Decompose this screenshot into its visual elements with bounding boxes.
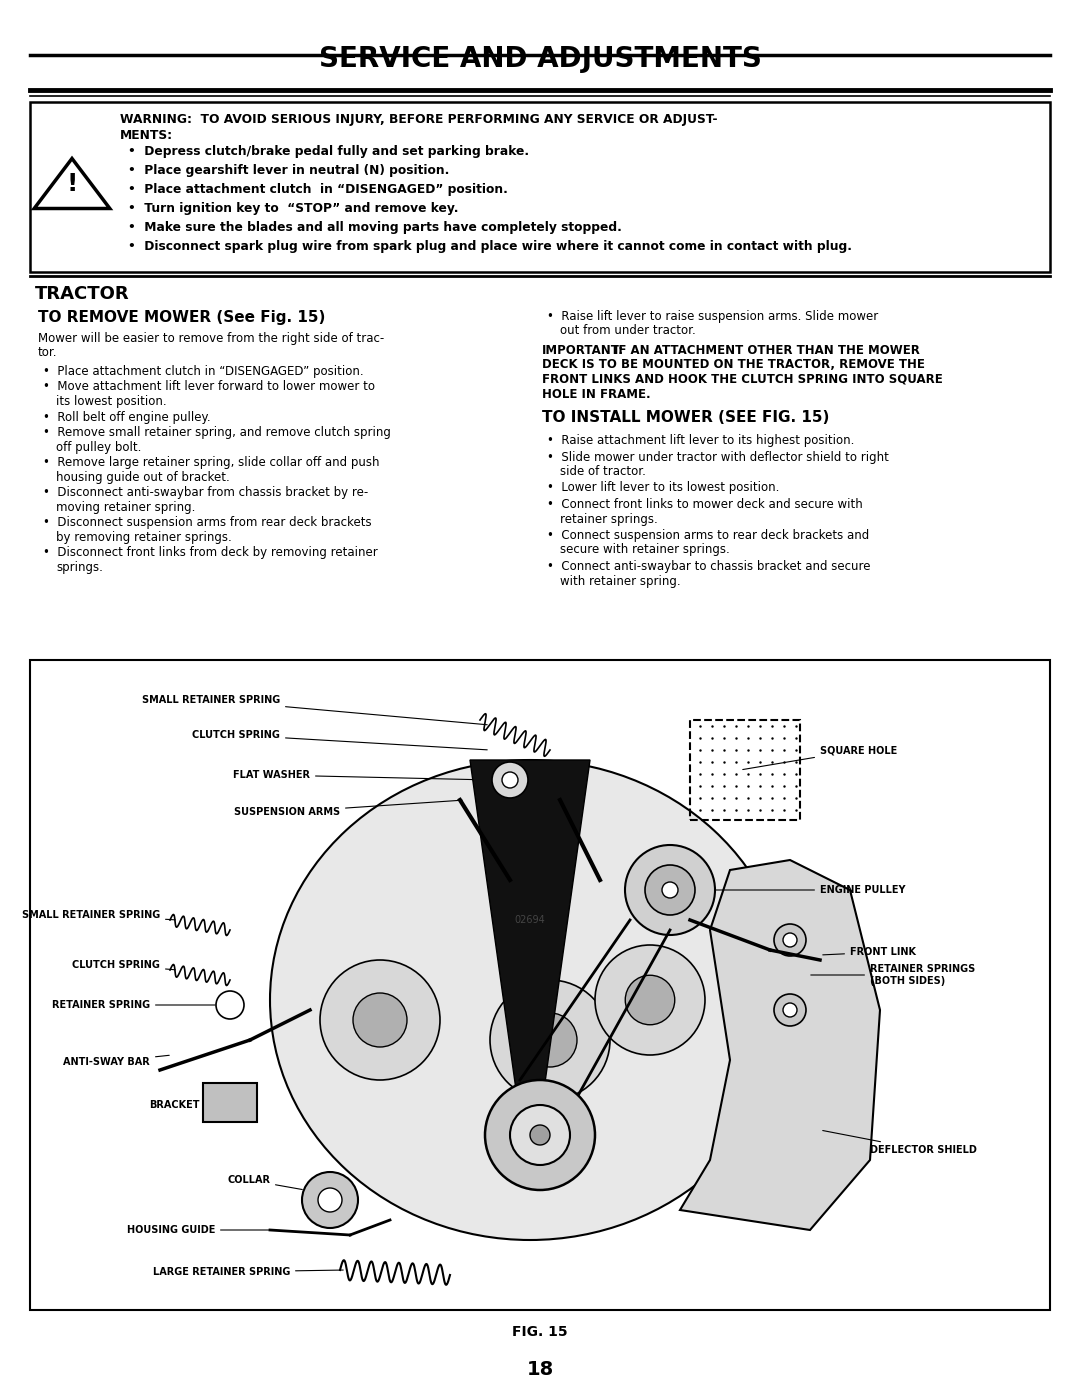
Text: •  Slide mower under tractor with deflector shield to right: • Slide mower under tractor with deflect… <box>546 450 889 464</box>
Text: FRONT LINK: FRONT LINK <box>823 947 916 957</box>
Circle shape <box>510 1105 570 1165</box>
Text: retainer springs.: retainer springs. <box>561 513 658 525</box>
Text: •  Depress clutch/brake pedal fully and set parking brake.: • Depress clutch/brake pedal fully and s… <box>129 145 529 158</box>
Text: by removing retainer springs.: by removing retainer springs. <box>56 531 232 543</box>
Circle shape <box>774 923 806 956</box>
Circle shape <box>530 1125 550 1146</box>
Text: •  Disconnect spark plug wire from spark plug and place wire where it cannot com: • Disconnect spark plug wire from spark … <box>129 240 852 253</box>
Text: 18: 18 <box>526 1361 554 1379</box>
Text: TO REMOVE MOWER (See Fig. 15): TO REMOVE MOWER (See Fig. 15) <box>38 310 325 326</box>
Text: ANTI-SWAY BAR: ANTI-SWAY BAR <box>64 1055 170 1067</box>
Text: DECK IS TO BE MOUNTED ON THE TRACTOR, REMOVE THE: DECK IS TO BE MOUNTED ON THE TRACTOR, RE… <box>542 359 924 372</box>
Bar <box>690 719 800 820</box>
Bar <box>30 102 1050 272</box>
Text: LARGE RETAINER SPRING: LARGE RETAINER SPRING <box>152 1267 343 1277</box>
Circle shape <box>318 1187 342 1213</box>
Text: with retainer spring.: with retainer spring. <box>561 574 680 588</box>
Text: tor.: tor. <box>38 346 57 359</box>
Text: •  Raise lift lever to raise suspension arms. Slide mower: • Raise lift lever to raise suspension a… <box>546 310 878 323</box>
Text: 02694: 02694 <box>515 915 545 925</box>
Text: •  Roll belt off engine pulley.: • Roll belt off engine pulley. <box>43 411 211 423</box>
Text: Mower will be easier to remove from the right side of trac-: Mower will be easier to remove from the … <box>38 332 384 345</box>
Text: •  Lower lift lever to its lowest position.: • Lower lift lever to its lowest positio… <box>546 482 780 495</box>
Text: RETAINER SPRING: RETAINER SPRING <box>52 1000 215 1010</box>
Text: •  Move attachment lift lever forward to lower mower to: • Move attachment lift lever forward to … <box>43 380 375 394</box>
Circle shape <box>320 960 440 1080</box>
Text: off pulley bolt.: off pulley bolt. <box>56 440 141 454</box>
Text: •  Connect suspension arms to rear deck brackets and: • Connect suspension arms to rear deck b… <box>546 529 869 542</box>
Text: DEFLECTOR SHIELD: DEFLECTOR SHIELD <box>823 1130 977 1155</box>
Text: CLUTCH SPRING: CLUTCH SPRING <box>192 731 487 750</box>
Text: housing guide out of bracket.: housing guide out of bracket. <box>56 471 230 483</box>
Text: springs.: springs. <box>56 560 103 574</box>
Text: ENGINE PULLEY: ENGINE PULLEY <box>713 886 905 895</box>
Text: FLAT WASHER: FLAT WASHER <box>233 770 489 780</box>
Text: TO INSTALL MOWER (SEE FIG. 15): TO INSTALL MOWER (SEE FIG. 15) <box>542 409 829 425</box>
Text: TRACTOR: TRACTOR <box>35 285 130 303</box>
Text: IF AN ATTACHMENT OTHER THAN THE MOWER: IF AN ATTACHMENT OTHER THAN THE MOWER <box>615 344 920 358</box>
Ellipse shape <box>270 760 789 1241</box>
Circle shape <box>502 773 518 788</box>
Text: FIG. 15: FIG. 15 <box>512 1324 568 1338</box>
FancyBboxPatch shape <box>203 1083 257 1122</box>
Text: •  Place attachment clutch in “DISENGAGED” position.: • Place attachment clutch in “DISENGAGED… <box>43 365 364 379</box>
Circle shape <box>595 944 705 1055</box>
Text: •  Place gearshift lever in neutral (N) position.: • Place gearshift lever in neutral (N) p… <box>129 163 449 177</box>
Circle shape <box>353 993 407 1046</box>
Text: out from under tractor.: out from under tractor. <box>561 324 696 338</box>
Text: SQUARE HOLE: SQUARE HOLE <box>743 745 897 770</box>
Text: secure with retainer springs.: secure with retainer springs. <box>561 543 730 556</box>
Text: CLUTCH SPRING: CLUTCH SPRING <box>72 960 175 970</box>
Text: SMALL RETAINER SPRING: SMALL RETAINER SPRING <box>22 909 175 921</box>
Circle shape <box>783 1003 797 1017</box>
Circle shape <box>485 1080 595 1190</box>
Text: COLLAR: COLLAR <box>227 1175 302 1189</box>
Text: BRACKET: BRACKET <box>149 1099 207 1111</box>
Polygon shape <box>680 861 880 1229</box>
Bar <box>30 659 1050 1310</box>
Circle shape <box>774 995 806 1025</box>
Circle shape <box>523 1013 577 1067</box>
Text: •  Turn ignition key to  “STOP” and remove key.: • Turn ignition key to “STOP” and remove… <box>129 203 459 215</box>
Text: •  Disconnect suspension arms from rear deck brackets: • Disconnect suspension arms from rear d… <box>43 515 372 529</box>
Text: SUSPENSION ARMS: SUSPENSION ARMS <box>234 800 462 817</box>
Circle shape <box>625 845 715 935</box>
Circle shape <box>492 761 528 798</box>
Text: •  Raise attachment lift lever to its highest position.: • Raise attachment lift lever to its hig… <box>546 434 854 447</box>
Text: RETAINER SPRINGS
(BOTH SIDES): RETAINER SPRINGS (BOTH SIDES) <box>811 964 975 986</box>
Text: •  Make sure the blades and all moving parts have completely stopped.: • Make sure the blades and all moving pa… <box>129 221 622 235</box>
Text: HOUSING GUIDE: HOUSING GUIDE <box>126 1225 275 1235</box>
Text: its lowest position.: its lowest position. <box>56 395 166 408</box>
Text: •  Remove small retainer spring, and remove clutch spring: • Remove small retainer spring, and remo… <box>43 426 391 439</box>
Circle shape <box>302 1172 357 1228</box>
Circle shape <box>490 981 610 1099</box>
Text: FRONT LINKS AND HOOK THE CLUTCH SPRING INTO SQUARE: FRONT LINKS AND HOOK THE CLUTCH SPRING I… <box>542 373 943 386</box>
Text: SERVICE AND ADJUSTMENTS: SERVICE AND ADJUSTMENTS <box>319 45 761 73</box>
Circle shape <box>783 933 797 947</box>
Text: •  Disconnect front links from deck by removing retainer: • Disconnect front links from deck by re… <box>43 546 378 559</box>
Text: WARNING:  TO AVOID SERIOUS INJURY, BEFORE PERFORMING ANY SERVICE OR ADJUST-
MENT: WARNING: TO AVOID SERIOUS INJURY, BEFORE… <box>120 113 717 142</box>
Text: side of tractor.: side of tractor. <box>561 465 646 478</box>
Text: •  Disconnect anti-swaybar from chassis bracket by re-: • Disconnect anti-swaybar from chassis b… <box>43 486 368 499</box>
Text: HOLE IN FRAME.: HOLE IN FRAME. <box>542 387 650 401</box>
Text: •  Remove large retainer spring, slide collar off and push: • Remove large retainer spring, slide co… <box>43 455 379 469</box>
Text: •  Connect anti-swaybar to chassis bracket and secure: • Connect anti-swaybar to chassis bracke… <box>546 560 870 573</box>
Text: •  Connect front links to mower deck and secure with: • Connect front links to mower deck and … <box>546 497 863 511</box>
Circle shape <box>645 865 696 915</box>
Text: !: ! <box>66 172 78 196</box>
Text: SMALL RETAINER SPRING: SMALL RETAINER SPRING <box>141 694 487 725</box>
Text: •  Place attachment clutch  in “DISENGAGED” position.: • Place attachment clutch in “DISENGAGED… <box>129 183 508 196</box>
Text: moving retainer spring.: moving retainer spring. <box>56 500 195 514</box>
Circle shape <box>625 975 675 1025</box>
Circle shape <box>662 882 678 898</box>
Polygon shape <box>470 760 590 1190</box>
Text: IMPORTANT:: IMPORTANT: <box>542 344 624 358</box>
